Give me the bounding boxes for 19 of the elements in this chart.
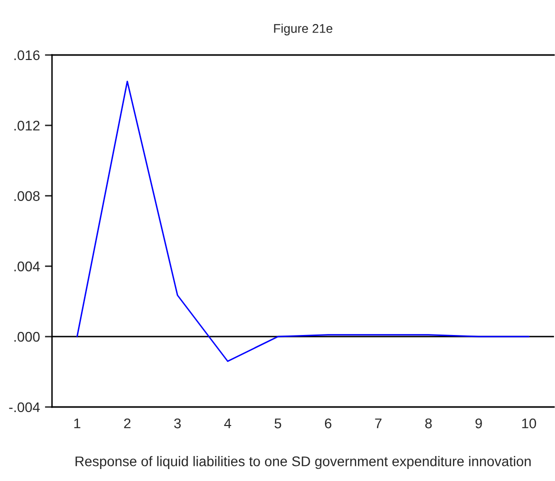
- y-tick-label: .016: [14, 50, 40, 60]
- x-tick-label: 6: [324, 418, 332, 428]
- x-tick-label: 2: [124, 418, 130, 428]
- x-tick-label: 1: [74, 418, 80, 428]
- chart-title: Figure 21e: [274, 24, 332, 36]
- y-tick-label: .012: [14, 120, 40, 131]
- x-tick-label: 8: [425, 418, 432, 428]
- y-tick-label: .008: [14, 191, 40, 201]
- y-tick-label: .000: [14, 332, 40, 342]
- line-series: [76, 80, 530, 362]
- x-tick-label: 4: [224, 418, 232, 428]
- x-tick-label: 3: [174, 418, 181, 428]
- x-tick-label: 9: [475, 418, 482, 428]
- y-tick-label: .004: [14, 262, 40, 272]
- x-tick-label: 7: [375, 418, 382, 428]
- x-tick-label: 5: [274, 418, 282, 428]
- x-tick-label: 10: [522, 418, 536, 428]
- y-tick-label: -.004: [9, 402, 40, 412]
- x-axis-title: Response of liquid liabilities to one SD government expenditure innovation: [76, 456, 531, 470]
